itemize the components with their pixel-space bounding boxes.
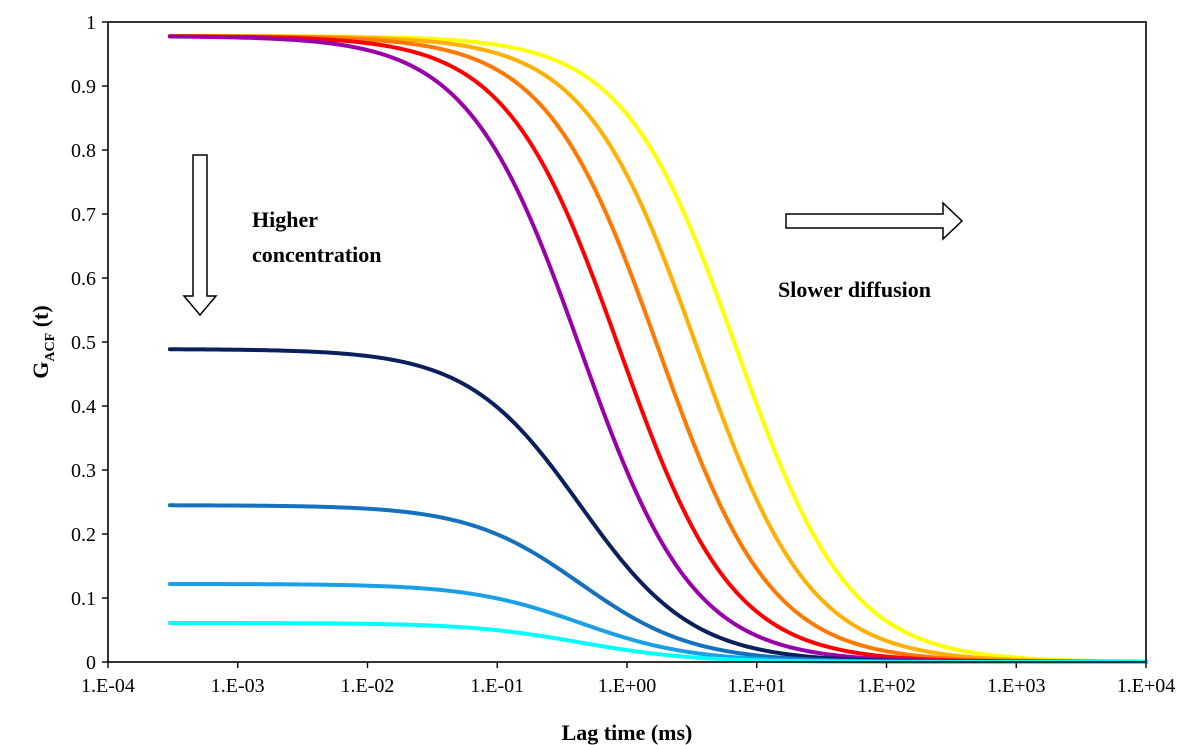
x-tick-label: 1.E+02 — [857, 675, 916, 697]
y-axis: 0 0.1 0.2 0.3 0.4 0.5 0.6 0.7 0.8 0.9 1 — [71, 12, 108, 674]
y-axis-title: GACF (t) — [28, 305, 58, 378]
series-line-3 — [167, 34, 1148, 664]
x-tick-label: 1.E-02 — [341, 675, 395, 697]
x-tick-label: 1.E-03 — [211, 675, 265, 697]
annotation-text-higher: Higher — [252, 207, 318, 232]
y-tick-label: 0.6 — [71, 268, 96, 290]
y-axis-title-suffix: (t) — [28, 305, 53, 332]
y-tick-label: 1 — [86, 12, 96, 34]
y-tick-label: 0.4 — [71, 396, 96, 418]
x-axis-title: Lag time (ms) — [562, 720, 693, 745]
right-arrow-icon — [785, 201, 964, 241]
y-axis-title-main: G — [28, 362, 53, 379]
x-tick-label: 1.E+00 — [598, 675, 657, 697]
series-layer — [167, 34, 1148, 664]
annotation-slower-diffusion: Slower diffusion — [778, 201, 964, 302]
x-axis: 1.E-04 1.E-03 1.E-02 1.E-01 1.E+00 1.E+01 1.E+… — [81, 662, 1175, 697]
y-tick-label: 0.5 — [71, 332, 96, 354]
x-tick-label: 1.E+01 — [728, 675, 787, 697]
annotation-text-slower-diffusion: Slower diffusion — [778, 277, 931, 302]
y-tick-label: 0.3 — [71, 460, 96, 482]
x-tick-label: 1.E-01 — [470, 675, 524, 697]
y-tick-label: 0 — [86, 652, 96, 674]
y-tick-label: 0.8 — [71, 140, 96, 162]
y-tick-label: 0.7 — [71, 204, 96, 226]
y-axis-title-subscript: ACF — [43, 333, 58, 362]
x-tick-label: 1.E+04 — [1117, 675, 1176, 697]
y-tick-label: 0.1 — [71, 588, 96, 610]
annotation-higher-concentration: Higher concentration — [182, 154, 382, 317]
annotation-text-concentration: concentration — [252, 242, 382, 267]
down-arrow-icon — [182, 154, 218, 317]
x-tick-label: 1.E-04 — [81, 675, 135, 697]
x-tick-label: 1.E+03 — [987, 675, 1046, 697]
y-tick-label: 0.2 — [71, 524, 96, 546]
y-tick-label: 0.9 — [71, 76, 96, 98]
